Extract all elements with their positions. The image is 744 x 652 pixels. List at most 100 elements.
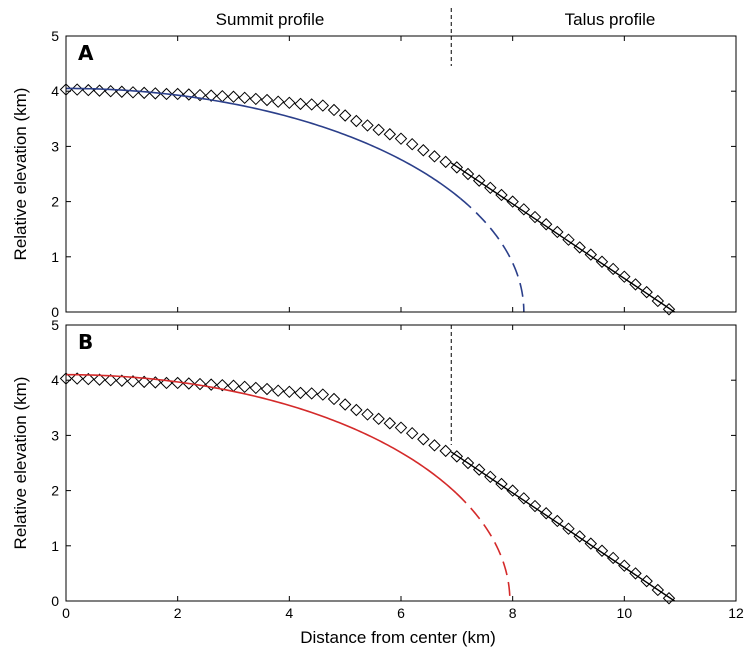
panel-a-ytick-label-1: 1: [51, 249, 59, 265]
panel-b-data-point-43: [539, 507, 553, 520]
x-tick-label-2: 4: [285, 605, 293, 621]
panel-a-data-point-11: [182, 88, 196, 101]
panel-b-data-point-3: [93, 373, 106, 386]
panel-b-model-curve-dashed: [455, 492, 511, 602]
panel-b-data-point-50: [618, 559, 631, 572]
panel-a-data-point-45: [562, 233, 575, 246]
panel-b-data-point-5: [115, 374, 129, 387]
x-tick-label-3: 6: [397, 605, 405, 621]
panel-a-data-point-43: [539, 218, 553, 231]
panel-a-data-point-17: [249, 92, 263, 106]
panel-a-data-point-18: [260, 93, 274, 107]
panel-b-data-point-48: [595, 544, 609, 557]
panel-a-data-point-32: [417, 144, 430, 157]
panel-b-data-point-40: [506, 484, 519, 497]
panel-b-data-point-30: [394, 421, 408, 434]
panel-b-data-point-22: [305, 387, 318, 400]
panel-a-data-point-27: [361, 119, 374, 132]
panel-a-data-point-33: [428, 150, 441, 163]
panel-b-data-point-16: [238, 380, 251, 394]
panel-a-data-point-28: [372, 123, 385, 137]
panel-b-data-point-42: [528, 499, 542, 513]
panel-b-data-point-34: [439, 444, 452, 458]
panel-a-data-point-35: [450, 161, 464, 174]
panel-a-data-point-22: [305, 98, 318, 111]
panel-b-data-point-21: [294, 386, 307, 400]
panel-b-plot-content: [59, 372, 676, 605]
panel-a-data-point-2: [82, 83, 95, 97]
x-tick-label-1: 2: [174, 605, 182, 621]
panel-a-data-point-25: [338, 109, 352, 122]
panel-b-data-point-35: [450, 450, 464, 463]
panel-a-data-point-20: [283, 96, 296, 109]
panel-a-talus-fit-line: [450, 162, 675, 313]
panel-b-data-point-41: [517, 492, 531, 505]
talus-profile-label: Talus profile: [565, 10, 656, 29]
panel-b-data-point-12: [193, 377, 207, 391]
panel-a-data-point-12: [193, 88, 207, 102]
panel-b-data-point-45: [562, 522, 575, 535]
panel-b-data-point-47: [584, 537, 598, 550]
panel-a-data-point-47: [584, 248, 598, 261]
panel-b-data-point-13: [204, 378, 218, 391]
panel-a-data-point-10: [171, 87, 184, 101]
panel-b-data-point-27: [361, 408, 374, 421]
panel-a-data-point-14: [216, 89, 229, 103]
panel-a-data-point-6: [126, 86, 140, 99]
panel-b-data-point-54: [662, 592, 676, 605]
panel-b-ytick-label-1: 1: [51, 538, 59, 554]
panel-b-data-point-49: [606, 551, 620, 565]
panel-b-data-point-9: [160, 376, 173, 390]
panel-a-data-point-8: [149, 87, 162, 100]
panel-a-data-point-48: [595, 255, 609, 268]
panel-b-data-point-26: [350, 403, 363, 417]
panel-a-data-point-26: [350, 114, 363, 128]
panel-b-talus-fit-line: [450, 451, 675, 602]
panel-b-letter: B: [78, 330, 93, 354]
panel-a-data-point-40: [506, 195, 519, 208]
panel-a-data-point-9: [160, 87, 173, 101]
panel-a-data-point-24: [327, 103, 341, 117]
panel-b-data-point-4: [104, 373, 117, 387]
panel-a-ytick-label-0: 0: [51, 304, 59, 320]
panel-b-data-point-1: [70, 372, 84, 385]
panel-b-data-point-19: [271, 384, 285, 397]
panel-a-data-point-41: [517, 203, 531, 216]
panel-b-data-point-33: [428, 439, 441, 452]
panel-a-data-point-44: [551, 225, 564, 239]
panel-b-ytick-label-5: 5: [51, 317, 59, 333]
panel-b-data-point-17: [249, 381, 263, 395]
panel-b-data-point-8: [149, 376, 162, 389]
panel-a-model-curve-solid: [65, 87, 461, 200]
panel-a-model-curve-dashed: [459, 197, 525, 313]
panel-a-data-point-39: [495, 188, 508, 202]
panel-b-data-point-14: [216, 378, 229, 392]
panel-b-data-point-15: [227, 379, 240, 392]
panel-b-y-axis-label: Relative elevation (km): [11, 377, 30, 550]
x-tick-label-4: 8: [509, 605, 517, 621]
panel-a-ytick-label-3: 3: [51, 138, 59, 154]
panel-b-data-point-2: [82, 372, 95, 386]
panel-a-data-point-19: [271, 95, 285, 108]
panel-a-data-point-34: [439, 155, 452, 169]
panel-b-data-point-11: [182, 377, 196, 390]
panel-b-data-point-32: [417, 433, 430, 446]
panel-b-ytick-label-0: 0: [51, 593, 59, 609]
panel-a-data-point-3: [93, 84, 106, 97]
x-tick-label-0: 0: [62, 605, 70, 621]
panel-b-data-point-31: [405, 426, 419, 440]
panel-a-y-axis-label: Relative elevation (km): [11, 88, 30, 261]
panel-a-data-point-15: [227, 90, 240, 103]
panel-b-data-point-18: [260, 382, 274, 396]
panel-a-data-point-30: [394, 132, 408, 145]
panel-b-data-point-25: [338, 398, 352, 411]
panel-a-data-point-29: [383, 128, 397, 141]
summit-profile-label: Summit profile: [216, 10, 325, 29]
panel-a: 0 1 2 3 4 5 A Relative elevation (km): [11, 28, 737, 320]
panel-b-ytick-label-2: 2: [51, 483, 59, 499]
panel-a-data-point-31: [405, 137, 419, 151]
panel-a-data-point-54: [662, 303, 676, 316]
